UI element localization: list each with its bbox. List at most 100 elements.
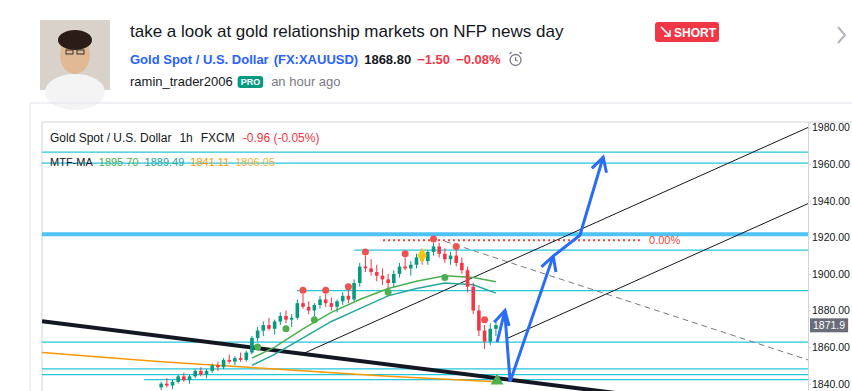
signal-marker — [300, 287, 307, 294]
chart-frame — [42, 122, 852, 391]
candle-body — [375, 272, 379, 276]
candle-wick — [166, 378, 167, 387]
candle-body — [335, 301, 339, 306]
candle-body — [477, 310, 481, 330]
arrow-line — [553, 157, 603, 256]
price: 1868.80 — [364, 52, 411, 67]
candle-body — [239, 358, 243, 360]
ma-line — [252, 283, 496, 365]
candle-body — [381, 276, 385, 280]
candle-body — [273, 321, 277, 328]
candle-body — [437, 246, 441, 253]
tick-mark — [808, 310, 811, 311]
badge-text: SHORT — [674, 26, 717, 40]
tick-label: 1960.00 — [812, 158, 850, 170]
badge-bg — [655, 22, 719, 42]
candle-body — [233, 358, 237, 362]
pro-badge: PRO — [238, 76, 264, 88]
candle-body — [494, 325, 498, 329]
page: take a look at gold relationship markets… — [0, 0, 852, 391]
candle-body — [205, 371, 209, 375]
indicator-value: 1889.49 — [145, 156, 185, 168]
axis-line — [809, 123, 812, 391]
next-arrow[interactable] — [838, 27, 845, 43]
tick: 1940.00 — [808, 195, 850, 207]
candle-body — [398, 267, 402, 274]
avatar[interactable] — [40, 20, 110, 110]
avatar-part — [58, 30, 92, 50]
tick-label: 1840.00 — [812, 378, 850, 390]
tick-mark — [808, 274, 811, 275]
candle-body — [449, 256, 453, 260]
candle-body — [199, 371, 203, 375]
arrow-head — [592, 157, 607, 173]
arrow-line — [505, 256, 553, 382]
tick: 1900.00 — [808, 268, 850, 280]
tick-label: 1920.00 — [812, 231, 850, 243]
tick-mark — [808, 384, 811, 385]
candle-body — [222, 360, 226, 367]
indicator-name: MTF-MA — [50, 156, 93, 168]
tick: 1880.00 — [808, 304, 850, 316]
alarm-icon[interactable] — [510, 52, 522, 66]
candle-body — [358, 267, 362, 283]
avatar-part — [45, 74, 105, 110]
candle-body — [159, 384, 163, 388]
candle-wick — [495, 321, 496, 336]
level-line — [42, 152, 808, 153]
trendline — [42, 321, 620, 391]
candle-body — [284, 316, 288, 320]
candle-body — [386, 279, 390, 283]
candle-body — [426, 252, 430, 261]
alarm-part — [510, 52, 522, 61]
tick: 1860.00 — [808, 341, 850, 353]
candle-body — [267, 325, 271, 329]
candle-body — [256, 331, 260, 338]
exchange: FXCM — [201, 131, 235, 145]
last-price-bg — [810, 318, 848, 332]
tick-mark — [808, 347, 811, 348]
level-line — [297, 290, 808, 291]
signal-marker — [441, 274, 448, 281]
candle-body — [330, 303, 334, 307]
tick-mark — [808, 164, 811, 165]
candle-body — [324, 300, 328, 304]
change: −1.50 — [417, 52, 450, 67]
tick-label: 1980.00 — [812, 121, 850, 133]
symbol[interactable]: Gold Spot / U.S. Dollar — [130, 52, 269, 67]
level-line — [42, 232, 808, 236]
ma-line — [42, 353, 496, 382]
candle-body — [454, 256, 458, 263]
signal-marker — [491, 374, 504, 385]
candle-wick — [371, 259, 372, 275]
candle-body — [182, 376, 186, 380]
title[interactable]: take a look at gold relationship markets… — [130, 22, 564, 41]
candle-body — [290, 318, 294, 320]
candle-body — [210, 365, 214, 370]
change-percent: −0.08% — [456, 52, 501, 67]
candle-body — [471, 287, 475, 311]
last-price: 1871.9 — [810, 318, 848, 332]
candle-body — [460, 263, 464, 270]
ticker[interactable]: (FX:XAUUSD) — [274, 52, 359, 67]
candle-body — [227, 360, 231, 362]
level-line — [42, 341, 808, 342]
candle-body — [244, 353, 248, 360]
tick-label: 1880.00 — [812, 304, 850, 316]
candle-wick — [229, 354, 230, 363]
author[interactable]: ramin_trader2006 — [130, 74, 233, 89]
tick-mark — [808, 201, 811, 202]
level-line — [42, 374, 808, 375]
tick: 1840.00 — [808, 378, 850, 390]
tick-mark — [808, 127, 811, 128]
signal-marker — [481, 316, 488, 323]
page-root: take a look at gold relationship markets… — [0, 0, 852, 391]
candle-body — [483, 331, 487, 342]
signal-marker — [385, 289, 392, 296]
signal-marker — [362, 248, 369, 255]
candle-body — [392, 274, 396, 283]
signal-marker — [282, 325, 289, 332]
tick-label: 1900.00 — [812, 268, 850, 280]
tick-mark — [808, 237, 811, 238]
tick-label: 1940.00 — [812, 195, 850, 207]
